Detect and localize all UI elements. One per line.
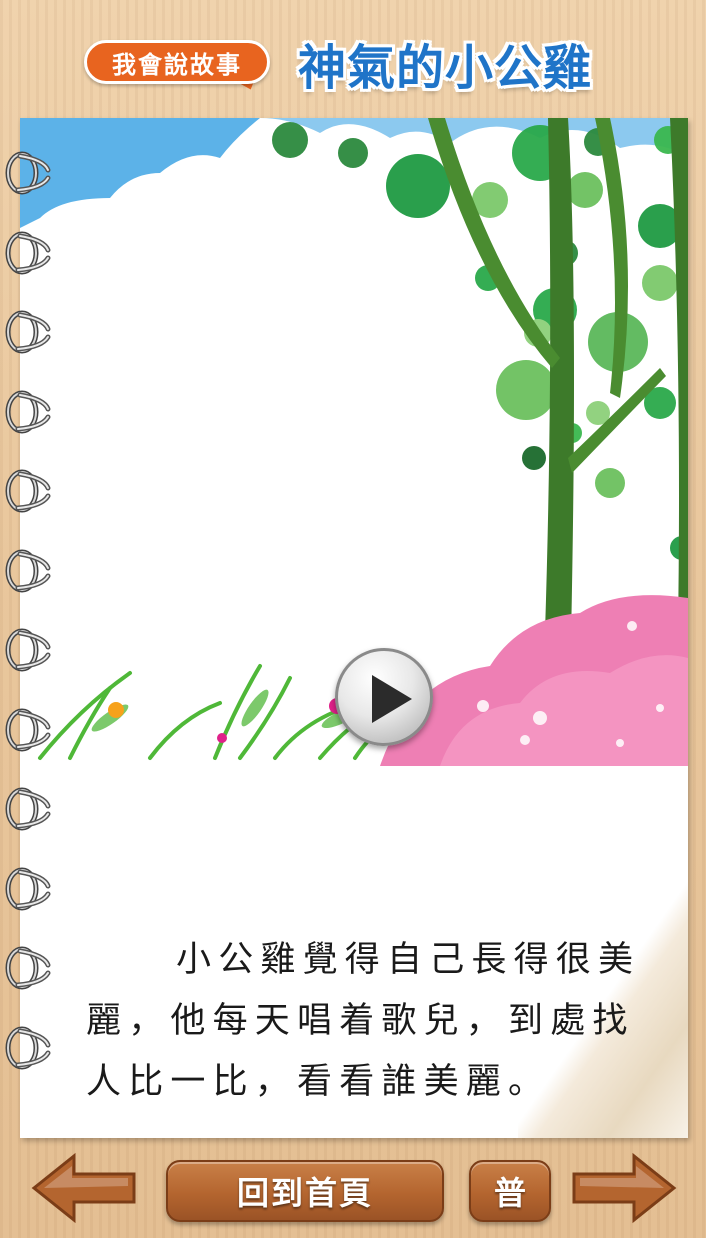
binding-ring	[5, 787, 51, 831]
binding-ring	[5, 231, 51, 274]
binding-ring	[5, 867, 51, 910]
play-audio-button[interactable]	[335, 648, 433, 746]
binding-ring	[5, 1026, 51, 1069]
binding-ring	[5, 708, 51, 751]
binding-ring	[5, 151, 51, 195]
spiral-binding	[4, 150, 58, 1100]
home-button[interactable]: 回到首頁	[166, 1160, 444, 1222]
binding-ring	[5, 469, 51, 513]
language-button[interactable]: 普	[469, 1160, 551, 1222]
binding-ring	[5, 310, 51, 354]
story-title: 神氣的小公雞	[298, 40, 593, 96]
footer-nav: 回到首頁 普	[0, 1140, 706, 1238]
story-illustration	[20, 118, 688, 766]
arrow-right-icon[interactable]	[570, 1152, 678, 1224]
play-icon	[372, 675, 412, 723]
story-text: 小公雞覺得自己長得很美麗，他每天唱着歌兒，到處找人比一比，看看誰美麗。	[86, 940, 641, 1102]
binding-ring	[5, 390, 51, 433]
story-page: 小公雞覺得自己長得很美麗，他每天唱着歌兒，到處找人比一比，看看誰美麗。	[20, 118, 688, 1138]
badge-label: 我會說故事	[84, 40, 270, 84]
story-badge: 我會說故事	[84, 40, 278, 95]
arrow-left-icon[interactable]	[30, 1152, 138, 1224]
binding-ring	[5, 628, 51, 672]
header: 我會說故事 神氣的小公雞	[0, 0, 706, 120]
page-curl	[518, 808, 688, 1138]
binding-ring	[5, 549, 51, 592]
binding-ring	[5, 946, 51, 990]
